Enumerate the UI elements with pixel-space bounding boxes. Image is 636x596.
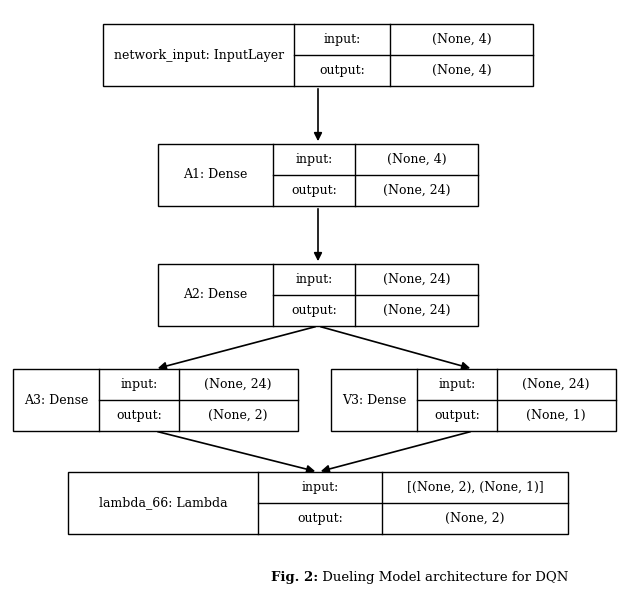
Bar	[331, 369, 616, 431]
Text: input:: input:	[438, 378, 476, 391]
Text: input:: input:	[296, 273, 333, 286]
Text: (None, 24): (None, 24)	[383, 273, 450, 286]
Text: output:: output:	[297, 512, 343, 525]
Text: output:: output:	[291, 304, 337, 317]
Text: output:: output:	[319, 64, 365, 77]
Text: network_input: InputLayer: network_input: InputLayer	[114, 48, 284, 61]
Text: A1: Dense: A1: Dense	[183, 169, 248, 182]
Text: input:: input:	[324, 33, 361, 46]
Text: output:: output:	[291, 184, 337, 197]
Text: input:: input:	[296, 153, 333, 166]
Text: A2: Dense: A2: Dense	[183, 288, 248, 302]
Text: (None, 24): (None, 24)	[383, 304, 450, 317]
Text: output:: output:	[116, 409, 162, 422]
Bar	[68, 472, 568, 534]
Text: (None, 24): (None, 24)	[204, 378, 272, 391]
Text: (None, 24): (None, 24)	[522, 378, 590, 391]
Text: (None, 4): (None, 4)	[432, 64, 491, 77]
Text: V3: Dense: V3: Dense	[342, 393, 406, 406]
Text: [(None, 2), (None, 1)]: [(None, 2), (None, 1)]	[406, 481, 543, 494]
Text: (None, 4): (None, 4)	[432, 33, 491, 46]
Text: Dueling Model architecture for DQN: Dueling Model architecture for DQN	[318, 572, 569, 585]
Text: input:: input:	[301, 481, 338, 494]
Text: output:: output:	[434, 409, 480, 422]
Text: (None, 24): (None, 24)	[383, 184, 450, 197]
Text: (None, 4): (None, 4)	[387, 153, 446, 166]
Text: input:: input:	[120, 378, 158, 391]
Bar	[158, 144, 478, 206]
Bar	[158, 264, 478, 326]
Bar	[103, 24, 533, 86]
Text: (None, 1): (None, 1)	[526, 409, 586, 422]
Text: A3: Dense: A3: Dense	[24, 393, 88, 406]
Bar	[13, 369, 298, 431]
Text: Fig. 2:: Fig. 2:	[271, 572, 318, 585]
Text: lambda_66: Lambda: lambda_66: Lambda	[99, 496, 227, 510]
Text: (None, 2): (None, 2)	[209, 409, 268, 422]
Text: (None, 2): (None, 2)	[445, 512, 505, 525]
